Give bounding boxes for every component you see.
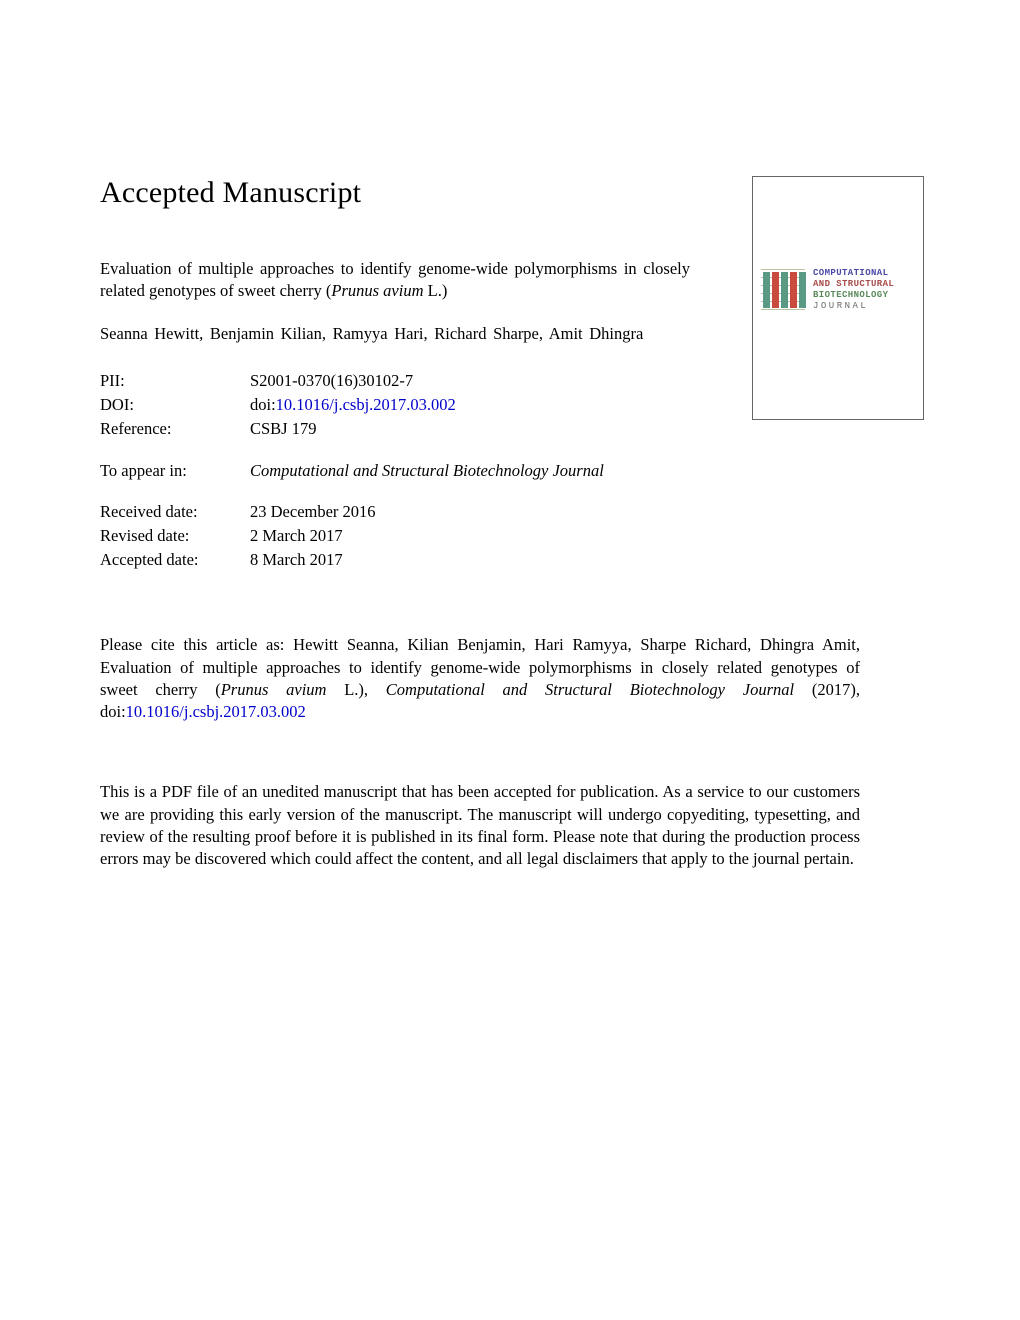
received-row: Received date: 23 December 2016 <box>100 500 920 524</box>
doi-prefix: doi: <box>250 395 276 414</box>
received-value: 23 December 2016 <box>250 500 376 524</box>
accepted-label: Accepted date: <box>100 548 250 572</box>
metadata-block-3: Received date: 23 December 2016 Revised … <box>100 500 920 572</box>
toappear-value: Computational and Structural Biotechnolo… <box>250 459 604 483</box>
title-text-suffix: L.) <box>423 281 447 300</box>
toappear-label: To appear in: <box>100 459 250 483</box>
reference-row: Reference: CSBJ 179 <box>100 417 920 441</box>
metadata-block-2: To appear in: Computational and Structur… <box>100 459 920 483</box>
accepted-row: Accepted date: 8 March 2017 <box>100 548 920 572</box>
cover-line-1: COMPUTATIONAL <box>813 268 894 279</box>
citation-mid1: L.), <box>326 680 385 699</box>
article-title: Evaluation of multiple approaches to ide… <box>100 258 690 303</box>
cover-line-4: JOURNAL <box>813 301 894 312</box>
revised-row: Revised date: 2 March 2017 <box>100 524 920 548</box>
doi-link[interactable]: 10.1016/j.csbj.2017.03.002 <box>276 395 456 414</box>
citation-species: Prunus avium <box>221 680 327 699</box>
toappear-row: To appear in: Computational and Structur… <box>100 459 920 483</box>
doi-value: doi:10.1016/j.csbj.2017.03.002 <box>250 393 456 417</box>
cover-line-2: AND STRUCTURAL <box>813 279 894 290</box>
cover-line-3: BIOTECHNOLOGY <box>813 290 894 301</box>
revised-label: Revised date: <box>100 524 250 548</box>
citation-paragraph: Please cite this article as: Hewitt Sean… <box>100 634 860 723</box>
reference-label: Reference: <box>100 417 250 441</box>
citation-doi-link[interactable]: 10.1016/j.csbj.2017.03.002 <box>126 702 306 721</box>
logo-graphic <box>759 263 807 317</box>
manuscript-page: COMPUTATIONAL AND STRUCTURAL BIOTECHNOLO… <box>0 0 1020 970</box>
pii-value: S2001-0370(16)30102-7 <box>250 369 413 393</box>
title-species: Prunus avium <box>331 281 423 300</box>
logo-text: COMPUTATIONAL AND STRUCTURAL BIOTECHNOLO… <box>813 268 894 313</box>
revised-value: 2 March 2017 <box>250 524 343 548</box>
disclaimer-paragraph: This is a PDF file of an unedited manusc… <box>100 781 860 870</box>
doi-label: DOI: <box>100 393 250 417</box>
journal-logo: COMPUTATIONAL AND STRUCTURAL BIOTECHNOLO… <box>759 263 894 317</box>
citation-journal: Computational and Structural Biotechnolo… <box>386 680 794 699</box>
journal-cover-thumbnail: COMPUTATIONAL AND STRUCTURAL BIOTECHNOLO… <box>752 176 924 420</box>
reference-value: CSBJ 179 <box>250 417 316 441</box>
accepted-value: 8 March 2017 <box>250 548 343 572</box>
received-label: Received date: <box>100 500 250 524</box>
article-authors: Seanna Hewitt, Benjamin Kilian, Ramyya H… <box>100 323 690 345</box>
pii-label: PII: <box>100 369 250 393</box>
